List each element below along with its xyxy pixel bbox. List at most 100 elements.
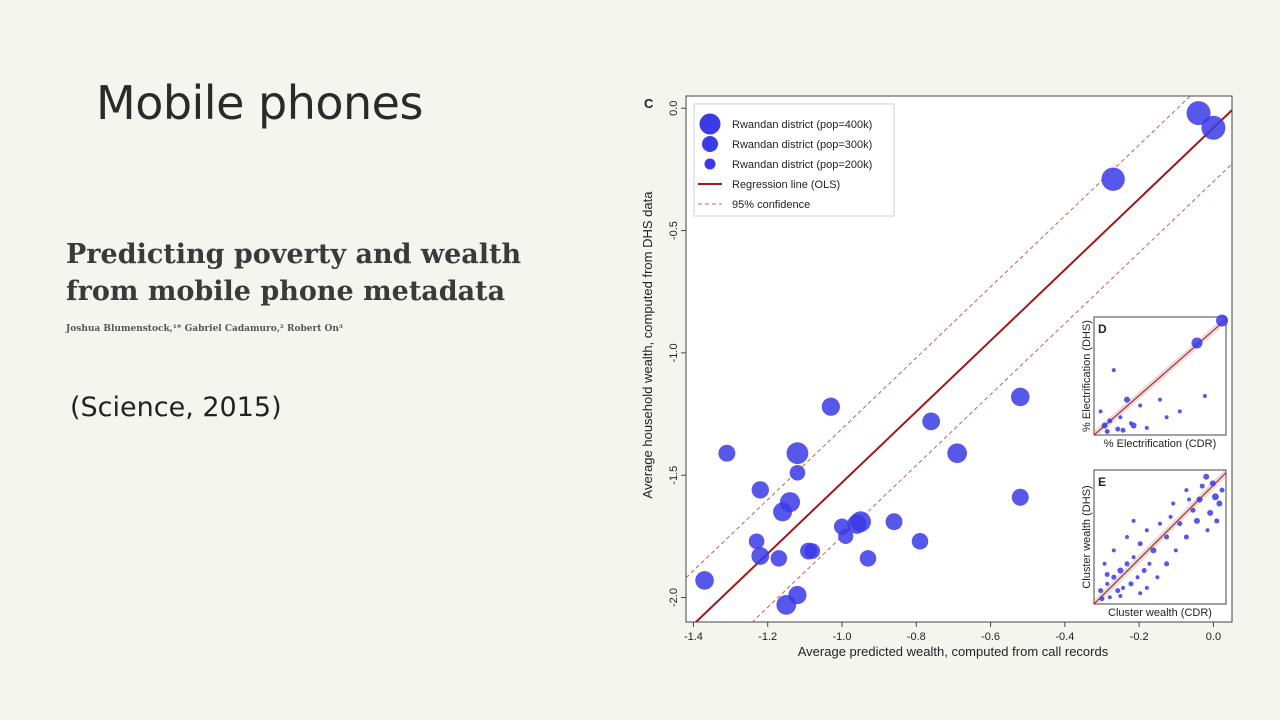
inset-data-point (1111, 574, 1117, 580)
inset-data-point (1177, 409, 1182, 414)
inset-x-label: Cluster wealth (CDR) (1108, 607, 1212, 619)
inset-data-point (1191, 337, 1203, 349)
inset-data-point (1128, 581, 1134, 587)
inset-data-point (1098, 588, 1104, 594)
inset-y-label: % Electrification (DHS) (1081, 320, 1093, 432)
paper-title: Predicting poverty and wealth from mobil… (66, 239, 522, 307)
data-point (1101, 167, 1125, 191)
inset-data-point (1099, 596, 1105, 602)
inset-data-point (1138, 403, 1143, 408)
legend-label: Regression line (OLS) (732, 179, 840, 191)
inset-data-point (1118, 593, 1123, 598)
legend-label: 95% confidence (732, 199, 810, 211)
y-tick-label: -1.0 (668, 343, 680, 362)
inset-data-point (1128, 421, 1133, 426)
x-tick-label: -1.4 (684, 631, 703, 643)
inset-data-point (1115, 588, 1121, 594)
x-tick-label: -0.4 (1055, 631, 1074, 643)
inset-data-point (1107, 595, 1112, 600)
inset-data-point (1098, 409, 1103, 414)
inset-data-point (1173, 548, 1178, 553)
x-tick-label: -0.2 (1130, 631, 1149, 643)
inset-data-point (1219, 487, 1225, 493)
inset-data-point (1102, 561, 1107, 566)
inset-data-point (1183, 534, 1189, 540)
inset-data-point (1147, 561, 1152, 566)
inset-data-point (1121, 585, 1126, 590)
x-tick-label: -0.6 (981, 631, 1000, 643)
y-tick-label: 0.0 (668, 101, 680, 116)
inset-data-point (1107, 418, 1113, 424)
inset-data-point (1184, 488, 1189, 493)
slide-title: Mobile phones (96, 76, 423, 130)
inset-data-point (1214, 518, 1220, 524)
inset-data-point (1131, 518, 1136, 523)
data-point (770, 550, 788, 567)
inset-data-point (1124, 561, 1130, 567)
data-point (859, 550, 877, 567)
data-point (1011, 488, 1029, 506)
inset-data-point (1158, 521, 1162, 526)
inset-data-point (1203, 473, 1210, 480)
inset-data-point (1199, 483, 1205, 489)
inset-data-point (1111, 548, 1116, 553)
inset-data-point (1168, 514, 1173, 519)
inset-data-point (1111, 368, 1116, 373)
data-point (776, 595, 797, 615)
y-tick-label: -2.0 (668, 588, 680, 607)
inset-data-point (1216, 314, 1229, 327)
x-tick-label: -1.2 (758, 631, 777, 643)
inset-data-point (1158, 397, 1162, 402)
inset-data-point (1211, 493, 1219, 501)
inset-data-point (1209, 480, 1216, 487)
data-point (789, 464, 806, 481)
inset-data-point (1144, 528, 1149, 533)
inset-data-point (1193, 517, 1200, 524)
inset-data-point (1124, 396, 1130, 403)
regression-line (694, 109, 1232, 622)
inset-data-point (1207, 509, 1214, 516)
data-point (786, 442, 809, 465)
data-point (804, 543, 821, 559)
data-point (718, 444, 736, 462)
data-point (1186, 101, 1211, 126)
inset-data-point (1196, 496, 1203, 503)
inset-panel-label: D (1098, 322, 1107, 336)
data-point (751, 547, 770, 565)
data-point (751, 481, 769, 499)
panel-label-c: C (644, 96, 654, 111)
legend-label: Rwandan district (pop=400k) (732, 119, 872, 131)
inset-data-point (1150, 547, 1157, 554)
inset-data-point (1101, 422, 1108, 429)
y-tick-label: -1.5 (668, 466, 680, 485)
x-axis-label: Average predicted wealth, computed from … (798, 644, 1109, 659)
inset-data-point (1137, 541, 1143, 547)
inset-data-point (1131, 555, 1136, 560)
data-point (922, 412, 941, 431)
y-tick-label: -0.5 (668, 221, 680, 240)
legend-label: Rwandan district (pop=200k) (732, 159, 872, 171)
inset-data-point (1104, 428, 1110, 434)
data-point (773, 502, 793, 522)
paper-authors: Joshua Blumenstock,¹* Gabriel Cadamuro,²… (66, 324, 343, 334)
inset-data-point (1164, 415, 1169, 420)
data-point (947, 443, 968, 464)
inset-x-label: % Electrification (CDR) (1104, 438, 1216, 450)
data-point (821, 397, 840, 416)
inset-data-point (1120, 427, 1126, 433)
inset-data-point (1104, 572, 1110, 578)
x-tick-label: -0.8 (907, 631, 926, 643)
inset-regression-line (1093, 472, 1227, 605)
inset-data-point (1115, 426, 1121, 432)
inset-data-point (1155, 575, 1160, 580)
y-axis-label: Average household wealth, computed from … (640, 191, 655, 499)
data-point (847, 514, 867, 534)
inset-data-point (1118, 415, 1123, 420)
inset-data-point (1138, 591, 1143, 596)
data-point (1201, 115, 1226, 140)
legend-box (693, 103, 895, 217)
inset-data-point (1125, 535, 1129, 539)
data-point (1010, 387, 1030, 407)
data-point (885, 513, 903, 531)
inset-data-point (1205, 528, 1210, 533)
